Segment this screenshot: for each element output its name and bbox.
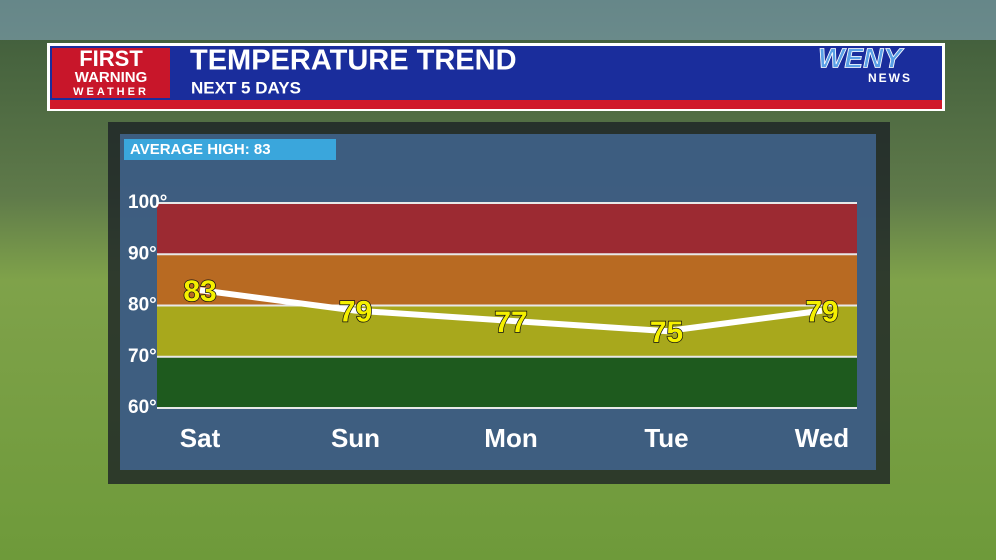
logo-text: WEATHER (73, 86, 149, 98)
header-stripe (50, 100, 942, 109)
temperature-band (157, 305, 857, 357)
annotation-box (124, 139, 336, 160)
x-tick-label: Wed (795, 423, 849, 453)
data-label: 79 (805, 296, 838, 329)
x-tick-label: Sat (180, 423, 221, 453)
x-tick-label: Mon (484, 423, 537, 453)
temperature-line (199, 287, 823, 335)
data-label: 77 (494, 306, 527, 339)
annotation: AVERAGE HIGH: 83 (130, 141, 271, 158)
x-tick-label: Sun (331, 423, 380, 453)
station-logo: WENY (818, 42, 904, 73)
header-bar (50, 46, 942, 100)
y-tick-label: 100° (128, 192, 167, 213)
temperature-band (157, 203, 857, 255)
chart-title: TEMPERATURE TREND (190, 45, 517, 77)
data-label: 79 (339, 296, 372, 329)
data-label: 75 (650, 316, 683, 349)
logo-box (52, 48, 170, 98)
y-tick-label: 80° (128, 295, 157, 316)
temperature-band (157, 356, 857, 408)
chart-subtitle: NEXT 5 DAYS (191, 78, 301, 97)
data-label: 83 (183, 275, 216, 308)
y-tick-label: 70° (128, 346, 157, 367)
logo-text: WARNING (75, 69, 148, 86)
y-tick-label: 60° (128, 397, 157, 418)
x-tick-label: Tue (644, 423, 688, 453)
station-logo: NEWS (868, 71, 912, 85)
y-tick-label: 90° (128, 243, 157, 264)
logo-text: FIRST (79, 46, 143, 71)
sky (0, 0, 996, 40)
